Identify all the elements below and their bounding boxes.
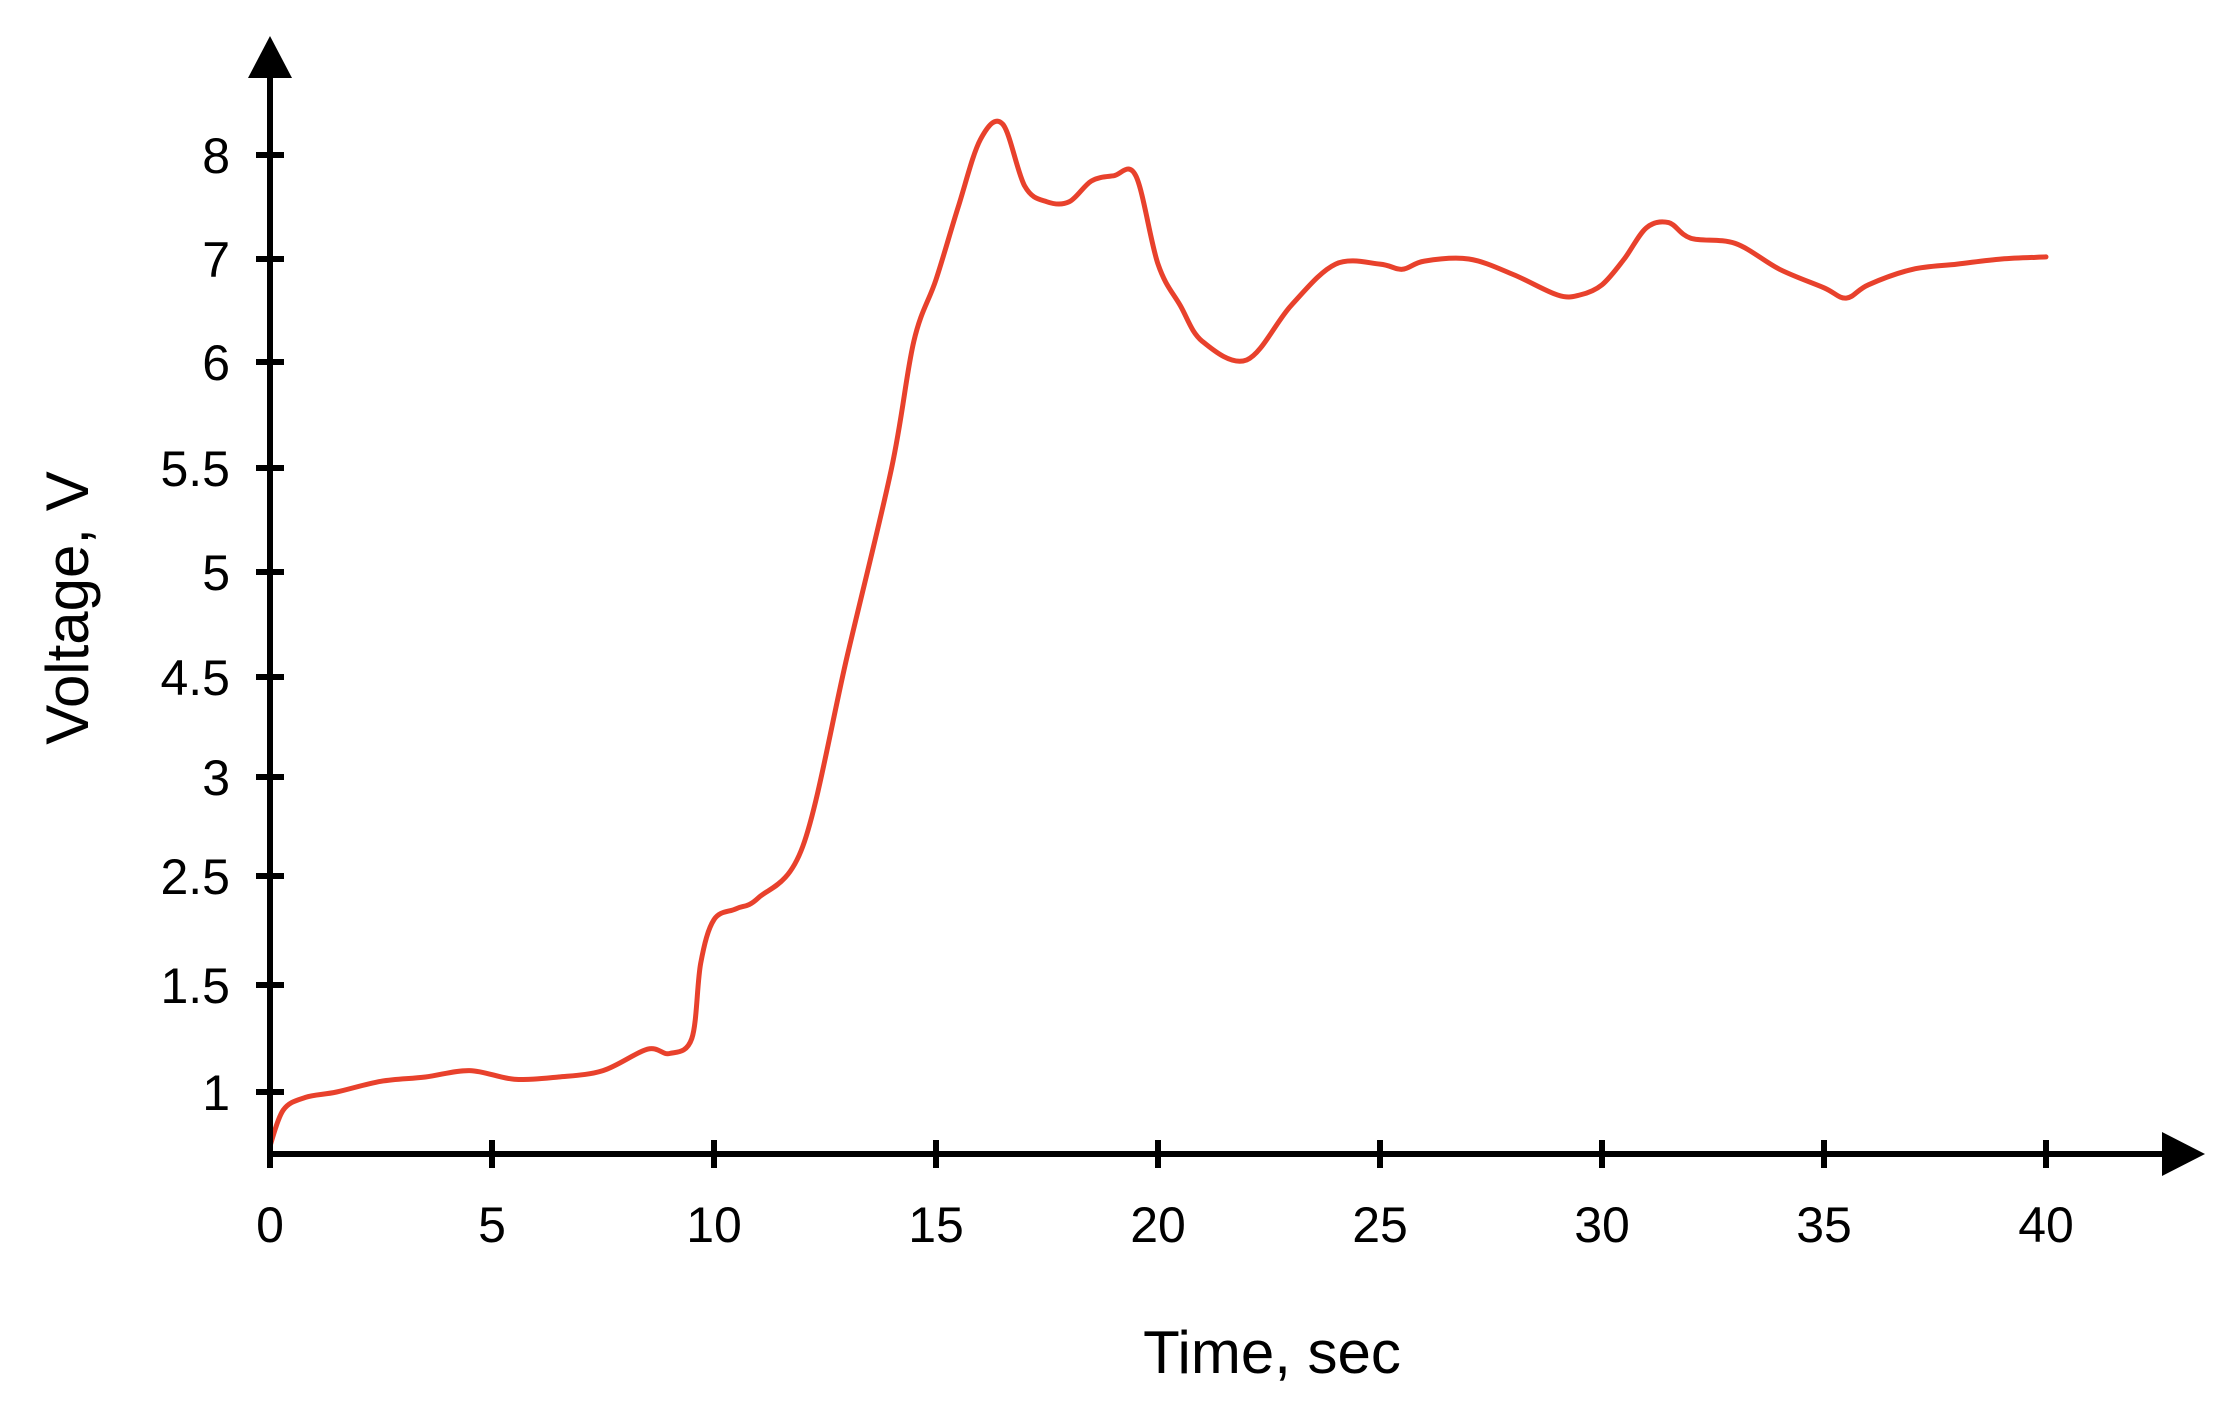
y-tick-label: 6 — [202, 335, 230, 391]
y-tick-label: 1.5 — [160, 958, 230, 1014]
x-axis-arrowhead — [2162, 1132, 2205, 1176]
y-axis: 1 1.5 2.5 3 4.5 5 5.5 6 7 8 — [160, 36, 292, 1157]
y-tick-label: 1 — [202, 1065, 230, 1121]
plot-area — [267, 118, 2049, 1149]
y-tick-label: 5.5 — [160, 441, 230, 497]
x-axis: 0 5 10 15 20 25 30 35 40 — [256, 1132, 2205, 1253]
x-tick-label: 40 — [2018, 1197, 2074, 1253]
x-tick-label: 35 — [1796, 1197, 1852, 1253]
y-tick-label: 4.5 — [160, 650, 230, 706]
x-tick-label: 5 — [478, 1197, 506, 1253]
y-axis-arrowhead — [248, 36, 292, 78]
y-tick-label: 7 — [202, 232, 230, 288]
voltage-series-line — [267, 118, 2049, 1149]
x-tick-label: 30 — [1574, 1197, 1630, 1253]
y-tick-label: 5 — [202, 545, 230, 601]
x-tick-label: 0 — [256, 1197, 284, 1253]
x-tick-label: 20 — [1130, 1197, 1186, 1253]
y-tick-label: 8 — [202, 128, 230, 184]
x-axis-title: Time, sec — [1143, 1319, 1401, 1386]
x-tick-label: 25 — [1352, 1197, 1408, 1253]
x-tick-label: 15 — [908, 1197, 964, 1253]
x-tick-label: 10 — [686, 1197, 742, 1253]
y-tick-label: 3 — [202, 750, 230, 806]
y-axis-title: Voltage, V — [34, 471, 101, 745]
y-tick-label: 2.5 — [160, 849, 230, 905]
